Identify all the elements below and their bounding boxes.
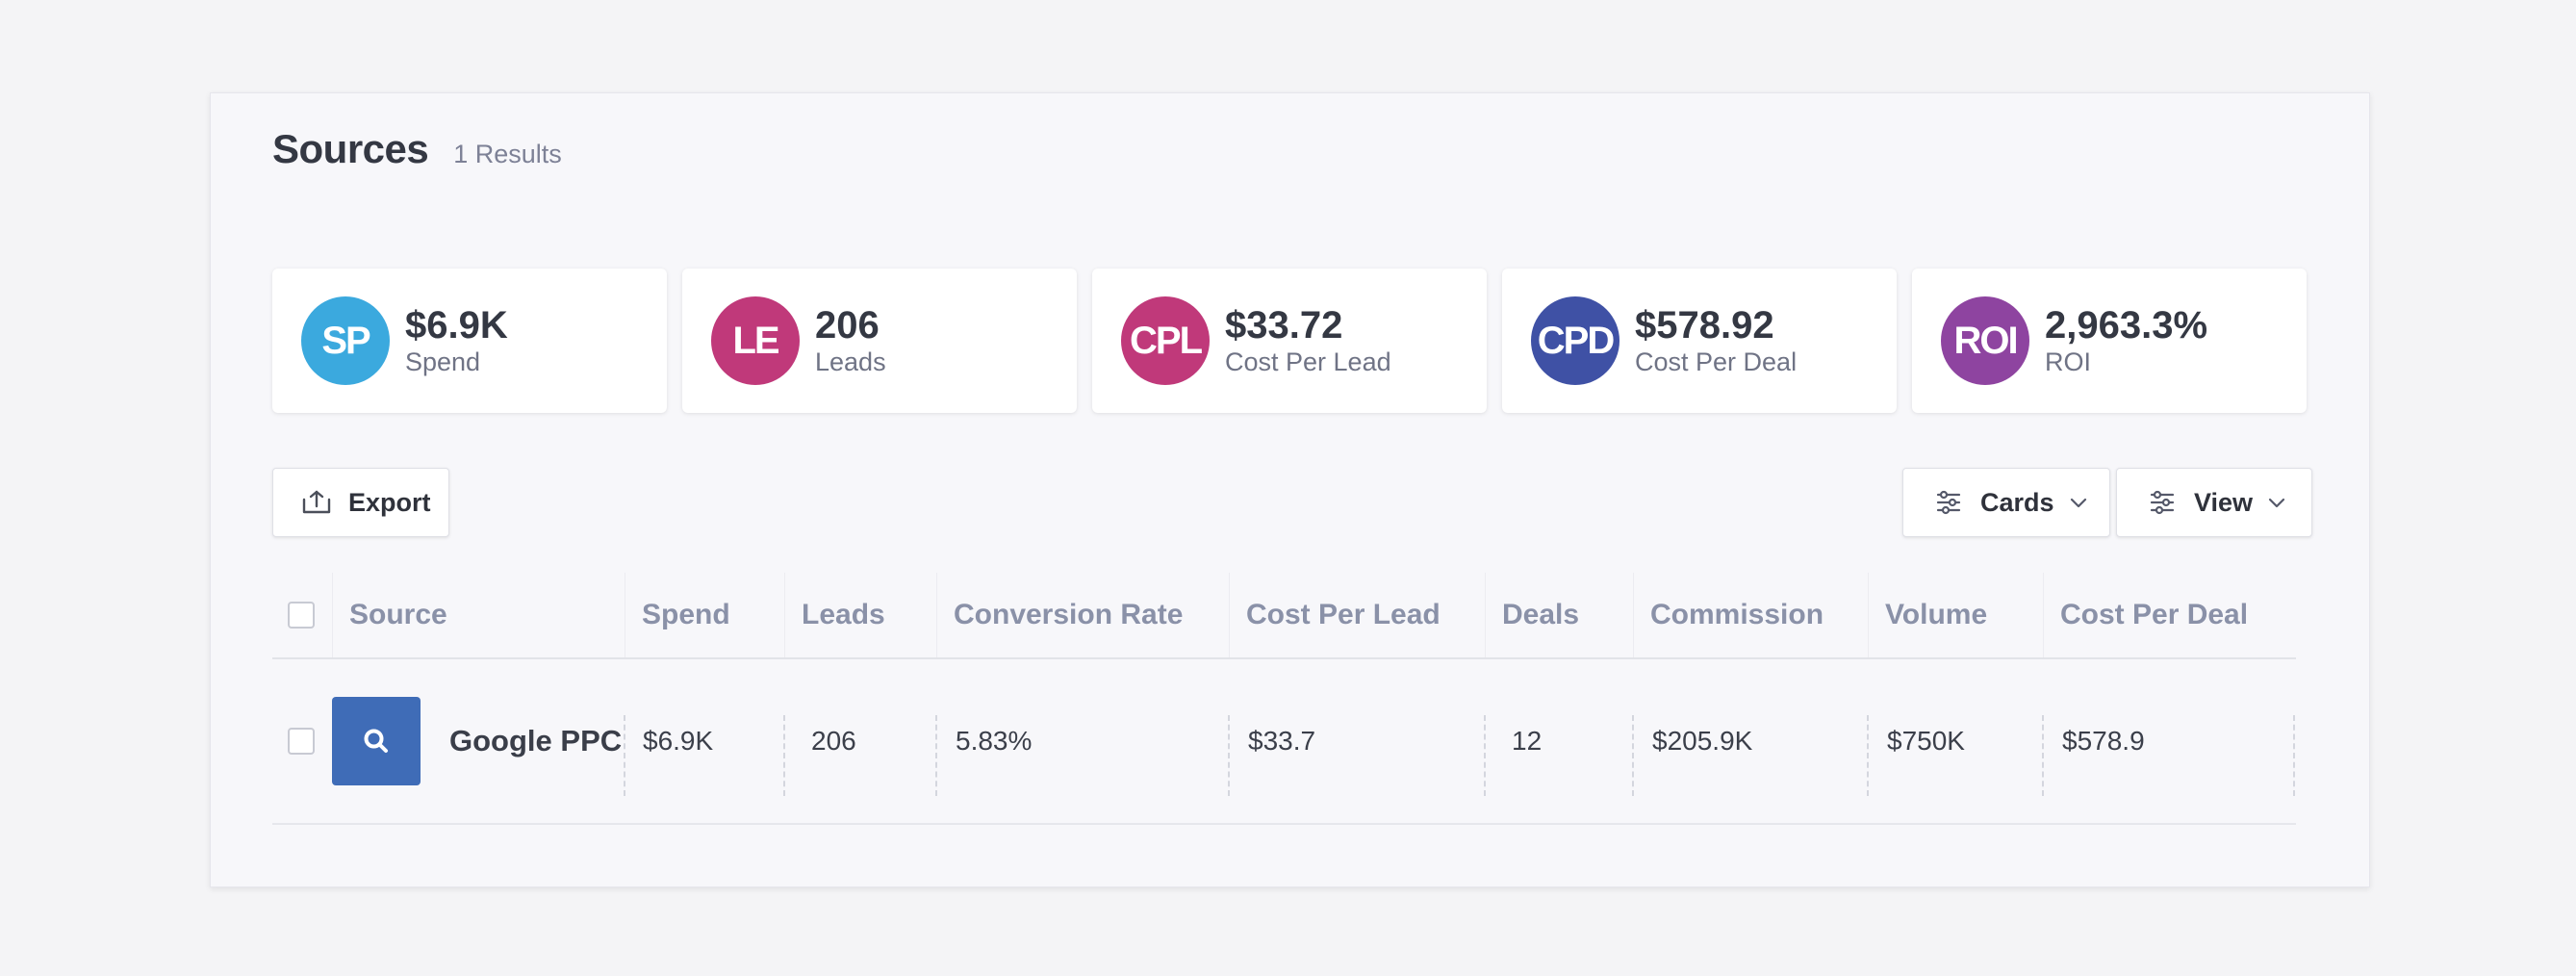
cell-divider bbox=[1484, 715, 1486, 796]
conversion-rate-cell: 5.83% bbox=[956, 726, 1033, 756]
leads-cell: 206 bbox=[811, 726, 856, 756]
sources-table: Source Spend Leads Conversion Rate Cost … bbox=[272, 573, 2296, 825]
stat-value: $6.9K bbox=[405, 304, 508, 347]
cell-divider bbox=[624, 715, 625, 796]
export-label: Export bbox=[348, 487, 431, 517]
stat-label: Spend bbox=[405, 347, 481, 376]
column-header-cost-per-deal[interactable]: Cost Per Deal bbox=[2060, 599, 2249, 630]
stat-badge-cost-per-deal: CPD bbox=[1531, 296, 1620, 385]
sliders-icon bbox=[2146, 488, 2179, 517]
stat-value: 206 bbox=[815, 304, 880, 347]
cell-divider bbox=[2293, 715, 2295, 796]
stat-label: ROI bbox=[2045, 347, 2092, 376]
table-row[interactable]: Google PPC $6.9K 206 5.83% $33.7 12 $205… bbox=[272, 659, 2296, 825]
page-title: Sources bbox=[272, 126, 429, 171]
stat-cards: SP $6.9K Spend LE 206 Leads CPL $33.72 C… bbox=[272, 269, 2307, 413]
stat-badge-cost-per-lead: CPL bbox=[1121, 296, 1210, 385]
results-count: 1 Results bbox=[453, 140, 562, 168]
stat-card-cost-per-deal: CPD $578.92 Cost Per Deal bbox=[1502, 269, 1897, 413]
chevron-down-icon bbox=[2070, 493, 2089, 512]
column-header-deals[interactable]: Deals bbox=[1502, 599, 1580, 630]
export-button[interactable]: Export bbox=[272, 468, 449, 537]
deals-cell: 12 bbox=[1512, 726, 1543, 756]
column-header-spend[interactable]: Spend bbox=[642, 599, 730, 630]
cards-label: Cards bbox=[1980, 487, 2054, 517]
stat-card-spend: SP $6.9K Spend bbox=[272, 269, 667, 413]
column-divider bbox=[1485, 573, 1486, 657]
commission-cell: $205.9K bbox=[1652, 726, 1753, 756]
search-icon bbox=[332, 697, 421, 785]
stat-value: $578.92 bbox=[1635, 304, 1774, 347]
cards-dropdown[interactable]: Cards bbox=[1902, 468, 2110, 537]
stat-badge-roi: ROI bbox=[1941, 296, 2029, 385]
view-dropdown[interactable]: View bbox=[2116, 468, 2312, 537]
select-all-cell bbox=[288, 573, 315, 657]
stat-label: Cost Per Lead bbox=[1225, 347, 1391, 376]
stat-value: 2,963.3% bbox=[2045, 304, 2208, 347]
stat-card-leads: LE 206 Leads bbox=[682, 269, 1077, 413]
stat-label: Leads bbox=[815, 347, 886, 376]
sources-panel: Sources 1 Results SP $6.9K Spend LE 206 … bbox=[210, 92, 2370, 887]
row-checkbox[interactable] bbox=[288, 728, 315, 755]
column-divider bbox=[1868, 573, 1869, 657]
cell-divider bbox=[783, 715, 785, 796]
column-divider bbox=[2043, 573, 2044, 657]
sliders-icon bbox=[1932, 488, 1965, 517]
cell-divider bbox=[1228, 715, 1230, 796]
column-header-source[interactable]: Source bbox=[349, 599, 447, 630]
cell-divider bbox=[935, 715, 937, 796]
column-divider bbox=[936, 573, 937, 657]
spend-cell: $6.9K bbox=[643, 726, 714, 756]
cost-per-lead-cell: $33.7 bbox=[1248, 726, 1316, 756]
column-divider bbox=[1633, 573, 1634, 657]
cost-per-deal-cell: $578.9 bbox=[2062, 726, 2145, 756]
cell-divider bbox=[2042, 715, 2044, 796]
column-divider bbox=[1229, 573, 1230, 657]
column-header-volume[interactable]: Volume bbox=[1885, 599, 1988, 630]
column-header-conversion-rate[interactable]: Conversion Rate bbox=[954, 599, 1184, 630]
cell-divider bbox=[1867, 715, 1869, 796]
source-name[interactable]: Google PPC bbox=[449, 724, 623, 758]
stat-badge-leads: LE bbox=[711, 296, 800, 385]
page-header: Sources 1 Results bbox=[272, 126, 562, 172]
select-all-checkbox[interactable] bbox=[288, 602, 315, 629]
view-label: View bbox=[2194, 487, 2254, 517]
stat-card-cost-per-lead: CPL $33.72 Cost Per Lead bbox=[1092, 269, 1487, 413]
chevron-down-icon bbox=[2268, 493, 2287, 512]
column-header-cost-per-lead[interactable]: Cost Per Lead bbox=[1246, 599, 1441, 630]
column-header-commission[interactable]: Commission bbox=[1650, 599, 1824, 630]
column-divider bbox=[784, 573, 785, 657]
stat-label: Cost Per Deal bbox=[1635, 347, 1798, 376]
stat-value: $33.72 bbox=[1225, 304, 1343, 347]
table-header: Source Spend Leads Conversion Rate Cost … bbox=[272, 573, 2296, 659]
column-header-leads[interactable]: Leads bbox=[802, 599, 885, 630]
column-divider bbox=[332, 573, 333, 657]
source-cell: Google PPC bbox=[332, 659, 622, 823]
cell-divider bbox=[1632, 715, 1634, 796]
volume-cell: $750K bbox=[1887, 726, 1965, 756]
row-select-cell bbox=[288, 659, 315, 823]
stat-card-roi: ROI 2,963.3% ROI bbox=[1912, 269, 2307, 413]
export-icon bbox=[300, 488, 333, 517]
stat-badge-spend: SP bbox=[301, 296, 390, 385]
